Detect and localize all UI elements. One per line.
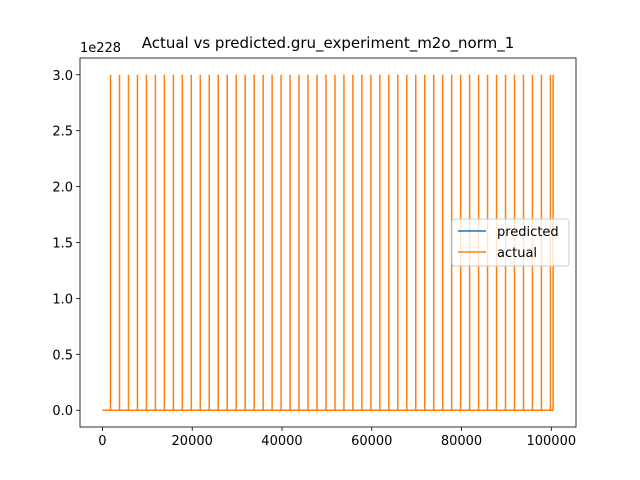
series-layer: [102, 74, 554, 411]
chart-title: Actual vs predicted.gru_experiment_m2o_n…: [142, 34, 515, 53]
legend-label-predicted: predicted: [497, 225, 559, 240]
y-tick-label: 1.5: [52, 237, 73, 252]
y-axis-offset-label: 1e228: [80, 41, 121, 56]
x-tick-label: 80000: [441, 434, 482, 449]
y-tick-label: 0.0: [52, 404, 73, 419]
x-tick-label: 20000: [172, 434, 213, 449]
legend-label-actual: actual: [497, 246, 537, 261]
y-tick-label: 1.0: [52, 292, 73, 307]
y-tick-label: 2.0: [52, 181, 73, 196]
x-tick-label: 40000: [261, 434, 302, 449]
x-tick-label: 0: [98, 434, 106, 449]
x-tick-label: 60000: [351, 434, 392, 449]
y-tick-label: 3.0: [52, 69, 73, 84]
legend: predicted actual: [451, 218, 570, 267]
axes-layer: 0 20000 40000 60000 80000 100000 0.0 0.5 1.0 1.5 2…: [52, 57, 577, 449]
y-tick-label: 2.5: [52, 125, 73, 140]
y-tick-label: 0.5: [52, 348, 73, 363]
x-tick-label: 100000: [526, 434, 576, 449]
series-line-actual: [102, 74, 554, 411]
